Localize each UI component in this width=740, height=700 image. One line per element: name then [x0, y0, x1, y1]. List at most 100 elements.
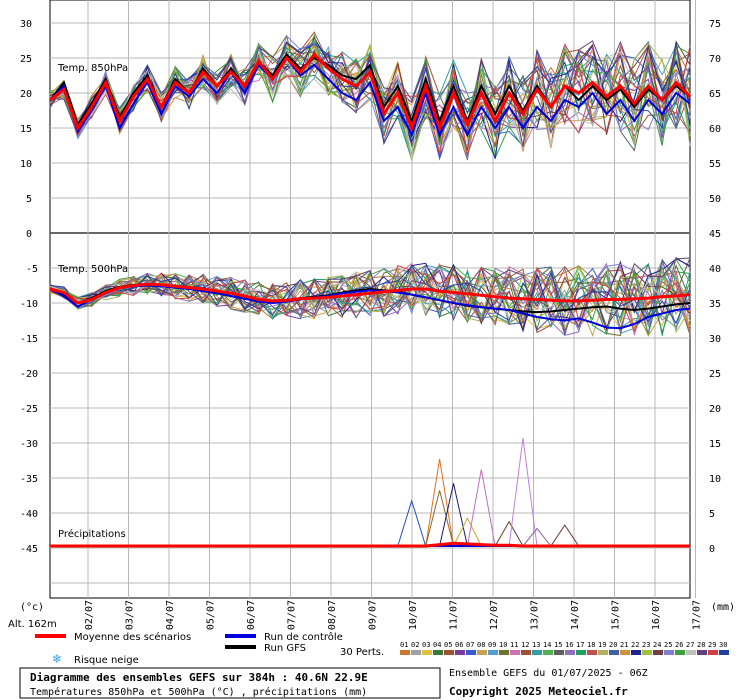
right-unit-label: (mm) [711, 602, 735, 613]
pert-number: 06 [455, 641, 463, 649]
left-tick-label: -45 [20, 544, 38, 555]
left-tick-label: -15 [20, 334, 38, 345]
snow-flake-icon: ❄ [52, 652, 62, 666]
x-tick-label: 12/07 [489, 600, 500, 630]
right-tick-label: 45 [709, 229, 721, 240]
pert-swatch [620, 650, 630, 655]
pert-swatch [675, 650, 685, 655]
pert-number: 05 [444, 641, 452, 649]
left-tick-label: -40 [20, 509, 38, 520]
left-tick-label: 30 [20, 19, 32, 30]
pert-swatch [466, 650, 476, 655]
legend-gfs-label: Run GFS [264, 643, 306, 654]
pert-number: 18 [587, 641, 595, 649]
perturbation-line [49, 266, 691, 334]
right-tick-label: 60 [709, 124, 721, 135]
pert-swatch [598, 650, 608, 655]
x-tick-label: 02/07 [84, 600, 95, 630]
x-tick-label: 04/07 [165, 600, 176, 630]
pert-number: 24 [653, 641, 661, 649]
left-tick-label: 20 [20, 89, 32, 100]
mean-line [50, 541, 690, 548]
pert-number: 10 [499, 641, 507, 649]
right-tick-label: 35 [709, 299, 721, 310]
pert-swatch [411, 650, 421, 655]
right-tick-label: 20 [709, 404, 721, 415]
axis-ticks: 02/07 03/07 04/07 05/07 06/07 07/07 08/07 09/07… [20, 19, 721, 630]
pert-number: 17 [576, 641, 584, 649]
pert-number: 23 [642, 641, 650, 649]
right-tick-label: 10 [709, 474, 721, 485]
perturbation-line [49, 257, 691, 334]
pert-swatch [565, 650, 575, 655]
legend-perts-label: 30 Perts. [340, 647, 384, 658]
pert-number: 16 [565, 641, 573, 649]
panel-850-label: Temp. 850hPa [57, 63, 128, 74]
x-tick-label: 06/07 [246, 600, 257, 630]
pert-number: 19 [598, 641, 606, 649]
pert-number: 07 [466, 641, 474, 649]
left-tick-label: 5 [26, 194, 32, 205]
perturbation-line [49, 265, 691, 325]
pert-swatch [664, 650, 674, 655]
pert-swatch [400, 650, 410, 655]
left-tick-label: -25 [20, 404, 38, 415]
pert-number: 15 [554, 641, 562, 649]
x-tick-label: 16/07 [651, 600, 662, 630]
pert-swatch [422, 650, 432, 655]
left-tick-label: 0 [26, 229, 32, 240]
pert-swatch [477, 650, 487, 655]
mean-line [49, 282, 691, 305]
x-tick-label: 14/07 [570, 600, 581, 630]
legend-mean-label: Moyenne des scénarios [74, 631, 191, 643]
perturbation-line [49, 260, 691, 331]
right-tick-label: 30 [709, 334, 721, 345]
left-unit-label: (°c) [20, 602, 44, 613]
pert-number: 21 [620, 641, 628, 649]
right-tick-label: 70 [709, 54, 721, 65]
x-tick-label: 15/07 [611, 600, 622, 630]
pert-swatch [686, 650, 696, 655]
pert-swatch [587, 650, 597, 655]
left-tick-label: -35 [20, 474, 38, 485]
precip-spike [397, 499, 427, 547]
pert-number: 11 [510, 641, 518, 649]
precip-spike [466, 469, 496, 547]
x-tick-label: 17/07 [692, 600, 703, 630]
pert-swatch [499, 650, 509, 655]
x-tick-label: 03/07 [125, 600, 136, 630]
pert-swatch [444, 650, 454, 655]
perturbation-line [49, 47, 691, 158]
right-tick-label: 0 [709, 544, 715, 555]
left-tick-label: 15 [20, 124, 32, 135]
pert-swatch [631, 650, 641, 655]
pert-number: 30 [719, 641, 727, 649]
right-tick-label: 55 [709, 159, 721, 170]
pert-swatch [719, 650, 729, 655]
footer-box [19, 667, 441, 699]
x-tick-label: 08/07 [327, 600, 338, 630]
panel-precip-label: Précipitations [58, 528, 126, 540]
pert-number: 29 [708, 641, 716, 649]
pert-swatch [521, 650, 531, 655]
left-tick-label: -5 [26, 264, 38, 275]
perturbation-legend: 01 02 03 04 05 06 07 08 09 10 11 12 13 14 15 16 17 18 19 20… [400, 641, 729, 655]
precip-spike [453, 517, 482, 547]
pert-swatch [433, 650, 443, 655]
pert-swatch [653, 650, 663, 655]
left-tick-label: -20 [20, 369, 38, 380]
right-tick-label: 5 [709, 509, 715, 520]
pert-number: 12 [521, 641, 529, 649]
footer-title: Diagramme des ensembles GEFS sur 384h : … [30, 671, 368, 684]
x-tick-label: 10/07 [408, 600, 419, 630]
pert-number: 01 [400, 641, 408, 649]
left-tick-label: -30 [20, 439, 38, 450]
perturbation-line [49, 256, 691, 324]
pert-number: 13 [532, 641, 540, 649]
precip-spike [508, 438, 538, 547]
precip-spike [522, 527, 552, 547]
footer-copyright: Copyright 2025 Meteociel.fr [449, 685, 628, 698]
main-series-lines [49, 52, 692, 548]
perturbation-line [49, 257, 691, 332]
x-tick-label: 13/07 [530, 600, 541, 630]
